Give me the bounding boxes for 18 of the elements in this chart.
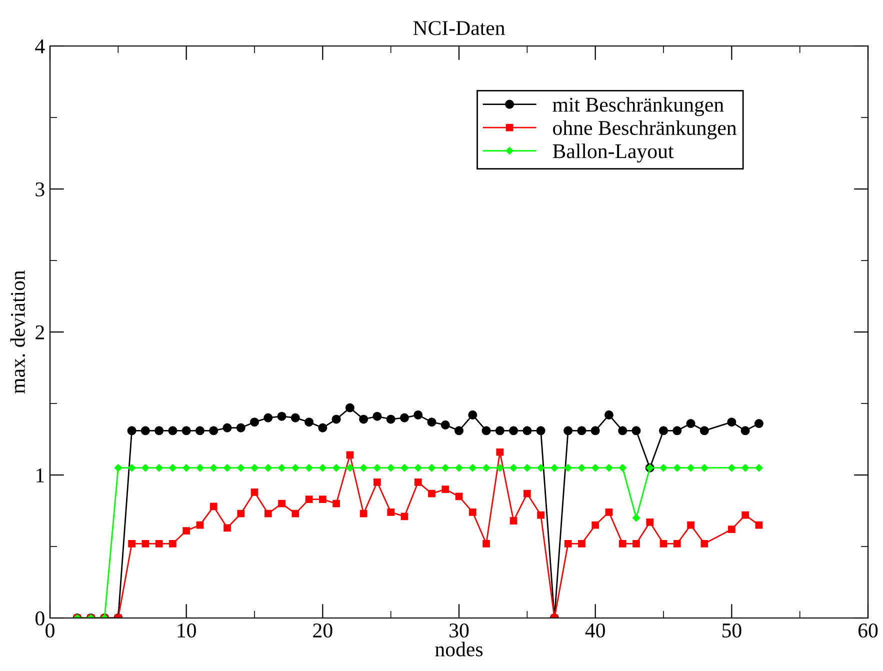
x-axis-title: nodes <box>435 642 483 656</box>
y-tick-label: 0 <box>36 611 44 626</box>
y-tick-label: 1 <box>36 468 44 482</box>
legend-label: ohne Beschränkungen <box>553 120 736 140</box>
x-tick-label: 10 <box>178 623 196 638</box>
x-tick-label: 50 <box>722 623 742 638</box>
x-tick-label: 20 <box>313 623 332 638</box>
x-tick-label: 40 <box>585 623 605 638</box>
legend-label: Ballon-Layout <box>552 144 674 163</box>
y-tick-label: 3 <box>36 182 44 196</box>
y-tick-label: 2 <box>36 325 44 340</box>
y-axis-title: max. deviation <box>10 270 26 394</box>
x-tick-label: 30 <box>450 623 469 638</box>
legend-label: mit Beschränkungen <box>552 97 724 116</box>
y-tick-label: 4 <box>35 40 45 54</box>
x-tick-label: 0 <box>46 623 54 638</box>
chart-title: NCI-Daten <box>413 21 505 36</box>
x-tick-label: 60 <box>858 623 878 638</box>
